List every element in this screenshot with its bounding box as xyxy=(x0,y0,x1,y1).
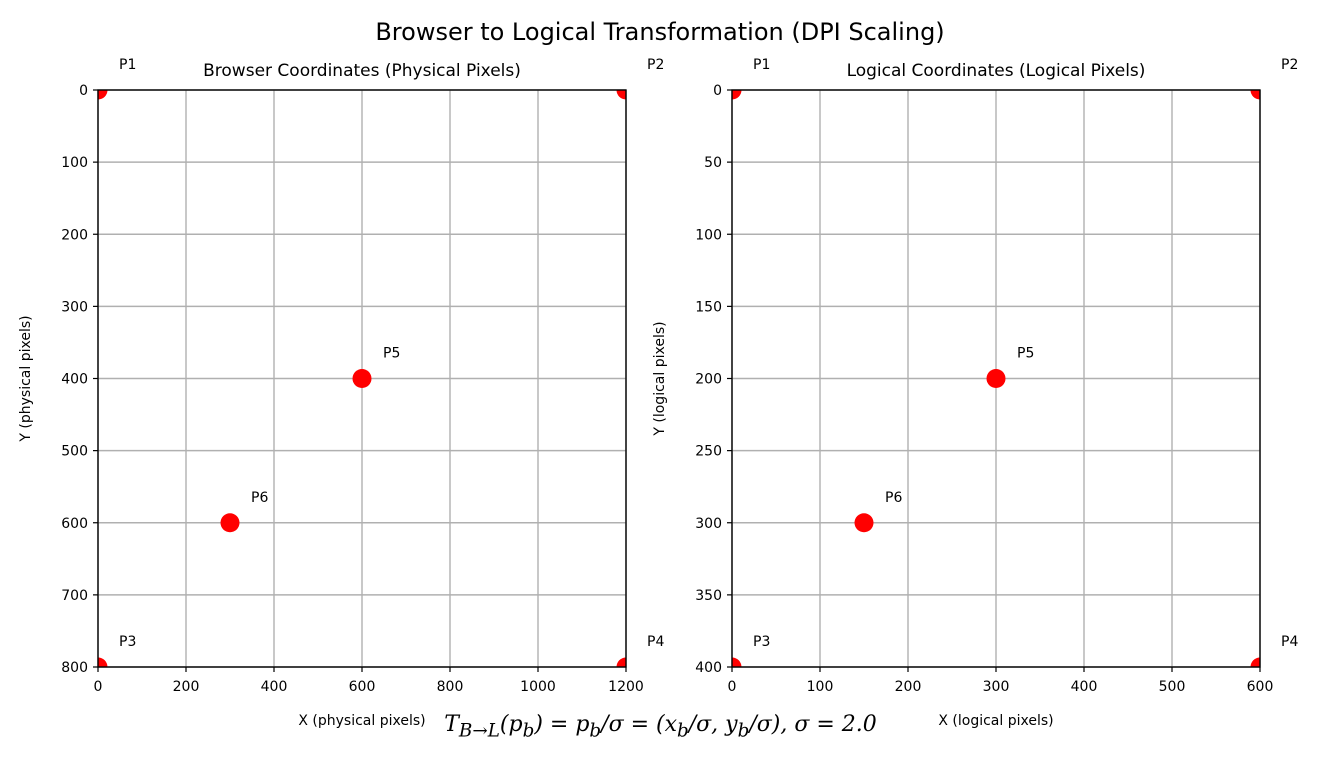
point-marker-p2 xyxy=(616,90,626,100)
point-label-p6: P6 xyxy=(885,490,902,506)
point-label-p6: P6 xyxy=(251,490,268,506)
point-marker-p3 xyxy=(98,657,108,667)
figure-title: Browser to Logical Transformation (DPI S… xyxy=(375,18,944,46)
x-tick-label: 800 xyxy=(437,679,464,695)
point-marker-p6 xyxy=(854,513,874,533)
y-tick-label: 600 xyxy=(61,516,88,532)
transformation-formula: TB→L(pb) = pb/σ = (xb/σ, yb/σ), σ = 2.0 xyxy=(0,712,1321,741)
y-tick-label: 400 xyxy=(61,372,88,388)
point-label-p2: P2 xyxy=(1281,57,1298,73)
logical-coordinates-panel: 0 100 200 300 400 500 600 0 50 100 150 200 250 300 350… xyxy=(652,57,1298,729)
point-marker-p3 xyxy=(732,657,742,667)
y-tick-label: 300 xyxy=(61,299,88,315)
point-marker-p5 xyxy=(986,369,1006,388)
y-tick-label: 200 xyxy=(61,227,88,243)
y-tick-label: 0 xyxy=(713,83,722,99)
y-tick-label: 500 xyxy=(61,444,88,460)
x-tick-label: 400 xyxy=(261,679,288,695)
x-tick-label: 400 xyxy=(1071,679,1098,695)
formula-text: TB→L(pb) = pb/σ = (xb/σ, yb/σ), σ = 2.0 xyxy=(444,712,877,742)
point-marker-p4 xyxy=(1250,657,1260,667)
y-tick-label: 400 xyxy=(695,660,722,676)
y-tick-label: 200 xyxy=(695,372,722,388)
y-tick-label: 300 xyxy=(695,516,722,532)
point-marker-p2 xyxy=(1250,90,1260,100)
x-tick-label: 600 xyxy=(349,679,376,695)
panel-title: Logical Coordinates (Logical Pixels) xyxy=(847,61,1146,81)
point-label-p4: P4 xyxy=(1281,634,1298,650)
x-tick-label: 0 xyxy=(94,679,103,695)
point-marker-p1 xyxy=(98,90,108,100)
browser-coordinates-panel: 0 200 400 600 800 1000 1200 0 100 200 300 400 500 600… xyxy=(18,57,664,729)
x-tick-label: 100 xyxy=(807,679,834,695)
x-tick-label: 1200 xyxy=(608,679,644,695)
point-label-p5: P5 xyxy=(1017,346,1034,362)
y-tick-label: 150 xyxy=(695,299,722,315)
y-tick-label: 250 xyxy=(695,444,722,460)
point-marker-p4 xyxy=(616,657,626,667)
y-tick-label: 50 xyxy=(704,155,722,171)
y-axis-label: Y (logical pixels) xyxy=(652,321,668,436)
x-tick-label: 200 xyxy=(173,679,200,695)
y-tick-label: 100 xyxy=(695,227,722,243)
point-label-p5: P5 xyxy=(383,346,400,362)
scatter-points xyxy=(732,90,1260,667)
point-label-p2: P2 xyxy=(647,57,664,73)
y-tick-label: 100 xyxy=(61,155,88,171)
point-label-p3: P3 xyxy=(119,634,136,650)
point-label-p1: P1 xyxy=(753,57,770,73)
x-tick-label: 0 xyxy=(728,679,737,695)
y-tick-label: 700 xyxy=(61,588,88,604)
point-label-p4: P4 xyxy=(647,634,664,650)
point-label-p1: P1 xyxy=(119,57,136,73)
x-tick-label: 1000 xyxy=(520,679,556,695)
panel-title: Browser Coordinates (Physical Pixels) xyxy=(203,61,521,81)
x-tick-label: 500 xyxy=(1159,679,1186,695)
point-marker-p1 xyxy=(732,90,742,100)
y-tick-label: 350 xyxy=(695,588,722,604)
point-label-p3: P3 xyxy=(753,634,770,650)
scatter-points xyxy=(98,90,626,667)
y-tick-label: 0 xyxy=(79,83,88,99)
y-axis-label: Y (physical pixels) xyxy=(18,315,34,442)
x-tick-label: 300 xyxy=(983,679,1010,695)
x-axis-label: X (logical pixels) xyxy=(938,713,1053,729)
x-tick-label: 600 xyxy=(1247,679,1274,695)
y-tick-label: 800 xyxy=(61,660,88,676)
point-marker-p5 xyxy=(352,369,372,388)
point-marker-p6 xyxy=(220,513,240,533)
x-tick-label: 200 xyxy=(895,679,922,695)
x-axis-label: X (physical pixels) xyxy=(298,713,425,729)
